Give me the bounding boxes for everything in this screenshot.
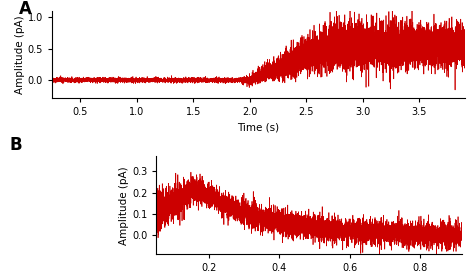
X-axis label: Time (s): Time (s) <box>237 122 279 132</box>
Text: B: B <box>9 136 22 154</box>
Y-axis label: Amplitude (pA): Amplitude (pA) <box>119 166 129 245</box>
Y-axis label: Amplitude (pA): Amplitude (pA) <box>15 15 25 94</box>
Text: A: A <box>19 1 32 18</box>
